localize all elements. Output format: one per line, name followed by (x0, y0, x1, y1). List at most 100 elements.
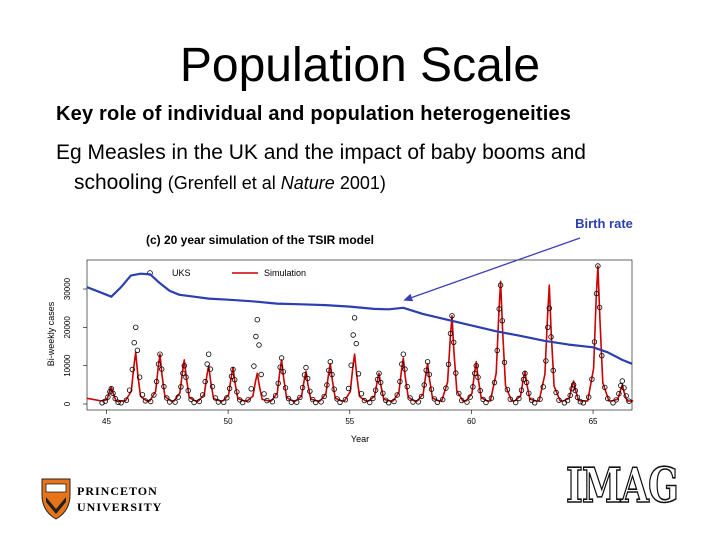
uks-point (449, 313, 455, 319)
uks-point (245, 397, 251, 403)
uks-point (574, 394, 581, 400)
series-simulation (86, 265, 634, 403)
uks-point (526, 390, 532, 396)
uks-point (523, 379, 530, 386)
uks-point (157, 351, 163, 357)
uks-point (321, 393, 327, 400)
x-tick-label: 60 (467, 417, 476, 426)
uks-point (253, 333, 259, 340)
uks-point (407, 395, 413, 401)
citation-part1: (Grenfell et al (162, 173, 281, 193)
slide-title: Population Scale (179, 39, 541, 92)
uks-point (513, 399, 519, 406)
uks-point (228, 373, 235, 380)
uks-point (215, 399, 222, 405)
uks-point (593, 290, 600, 297)
x-axis: 45 50 55 60 65 (102, 410, 598, 426)
uks-point (616, 390, 622, 397)
uks-point (372, 387, 379, 393)
uks-point (428, 386, 435, 392)
uks-point (550, 367, 556, 374)
uks-point (199, 392, 206, 398)
uks-point (548, 334, 554, 340)
x-tick-label: 50 (224, 417, 233, 426)
uks-point (239, 399, 246, 406)
uks-point (164, 395, 170, 401)
uks-point (376, 370, 382, 376)
uks-point (207, 366, 214, 372)
uks-point (282, 385, 289, 391)
uks-point (451, 339, 457, 345)
shield-chevron-icon (46, 497, 66, 514)
citation-journal: Nature (280, 173, 335, 193)
uks-point (278, 355, 285, 361)
uks-point (142, 398, 149, 404)
uks-point (183, 374, 189, 380)
uks-point (394, 392, 400, 398)
uks-point (110, 390, 116, 396)
uks-point (275, 380, 281, 386)
uks-point (370, 395, 376, 402)
uks-point (134, 347, 141, 353)
uks-point (105, 394, 111, 400)
uks-point (540, 384, 546, 390)
uks-point (567, 392, 573, 399)
uks-point (324, 382, 330, 388)
uks-point (570, 382, 577, 388)
uks-point (421, 382, 427, 388)
uks-point (181, 362, 187, 369)
birth-rate-arrow (411, 237, 581, 299)
x-axis-label: Year (351, 434, 369, 444)
princeton-logo: PRINCETON UNIVERSITY (41, 478, 162, 520)
bullet-measles: Eg Measles in the UK and the impact of b… (56, 138, 696, 198)
uks-point (158, 366, 165, 372)
princeton-wordmark-line2: UNIVERSITY (77, 500, 162, 514)
uks-point (261, 391, 267, 397)
uks-point (230, 366, 236, 373)
uks-point (621, 385, 627, 391)
uks-point (378, 379, 384, 386)
uks-point (431, 396, 438, 402)
uks-point (153, 378, 160, 385)
uks-point (596, 304, 603, 311)
uks-point (507, 396, 513, 402)
uks-point (516, 395, 522, 402)
uks-point (537, 396, 543, 402)
uks-point (188, 396, 194, 403)
uks-point (586, 394, 592, 400)
uks-point (447, 330, 454, 337)
uks-point (212, 395, 219, 401)
uks-point (318, 399, 324, 405)
uks-point (404, 383, 410, 390)
uks-point (118, 400, 124, 406)
uks-point (399, 361, 405, 367)
uks-point (434, 399, 441, 405)
series-birth-rate (86, 272, 633, 365)
series-layer (86, 263, 634, 406)
uks-point (580, 400, 586, 406)
uks-point (136, 374, 143, 380)
uks-point (277, 364, 283, 370)
shield-book-icon (45, 483, 67, 493)
uks-point (123, 397, 130, 403)
uks-point (351, 315, 358, 321)
princeton-wordmark-line1: PRINCETON (77, 484, 158, 498)
uks-point (331, 386, 337, 392)
uks-point (499, 318, 505, 324)
uks-point (126, 387, 133, 393)
uks-point (472, 370, 478, 376)
uks-point (256, 342, 262, 348)
uks-point (464, 399, 470, 405)
uks-point (532, 400, 538, 406)
uks-point (456, 390, 462, 397)
uks-point (572, 387, 578, 394)
uks-point (424, 359, 431, 365)
uks-point (112, 395, 118, 402)
uks-point (342, 396, 349, 403)
uks-point (623, 393, 629, 399)
uks-point (595, 263, 601, 269)
uks-point (299, 384, 306, 391)
uks-point (473, 362, 479, 369)
uks-point (231, 377, 238, 383)
uks-point (115, 399, 121, 405)
